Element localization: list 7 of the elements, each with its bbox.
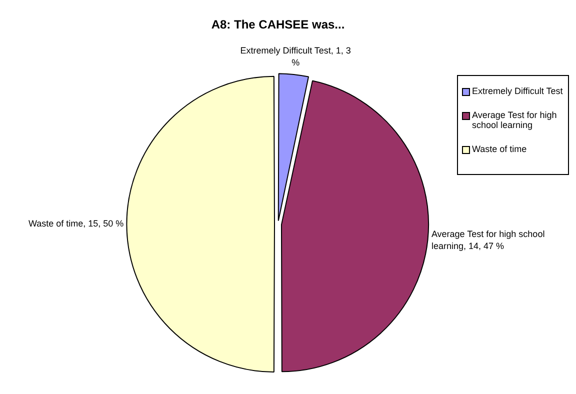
data-label: Average Test for high school learning, 14, 47 % [431, 228, 545, 251]
legend-label: Average Test for high school learning [472, 110, 558, 130]
chart-title: A8: The CAHSEE was... [211, 18, 345, 32]
legend-label: Waste of time [472, 144, 527, 154]
data-label: Extremely Difficult Test, 1, 3 % [240, 45, 351, 68]
legend-label: Extremely Difficult Test [472, 86, 563, 96]
data-label: Waste of time, 15, 50 % [28, 218, 124, 229]
